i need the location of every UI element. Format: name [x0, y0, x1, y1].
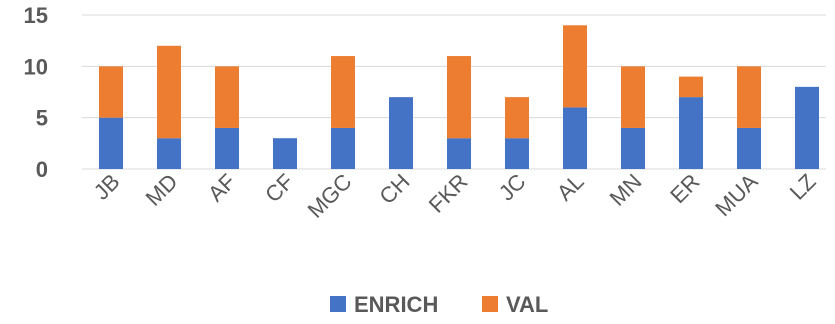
bar-val-er — [679, 76, 703, 98]
y-tick-label: 15 — [24, 3, 48, 28]
bar-val-jb — [99, 66, 123, 118]
bar-val-mn — [621, 66, 645, 128]
bar-enrich-fkr — [447, 138, 471, 169]
legend-label: VAL — [506, 292, 548, 317]
bar-enrich-md — [157, 138, 181, 169]
x-axis-ticks: JB MD AF CF MGC CH FKR JC AL MN ER MUA LZ — [89, 169, 821, 223]
bar-enrich-mua — [737, 127, 761, 169]
x-tick-label: ER — [665, 169, 704, 208]
bar-val-mua — [737, 66, 761, 128]
bar-val-al — [563, 25, 587, 108]
y-axis-ticks: 0 5 10 15 — [24, 3, 48, 182]
bars — [99, 25, 819, 169]
bar-val-fkr — [447, 56, 471, 139]
legend: ENRICH VAL — [330, 292, 548, 317]
bar-enrich-af — [215, 127, 239, 169]
legend-swatch-enrich — [330, 296, 346, 312]
x-tick-label: CH — [374, 169, 414, 209]
x-tick-label: MD — [141, 169, 183, 211]
bar-enrich-lz — [795, 86, 819, 169]
bar-enrich-ch — [389, 97, 413, 169]
y-tick-label: 10 — [24, 54, 48, 79]
bar-enrich-jb — [99, 117, 123, 169]
bar-val-jc — [505, 97, 529, 139]
x-tick-label: MUA — [710, 169, 762, 221]
bar-enrich-mgc — [331, 127, 355, 169]
x-tick-label: CF — [260, 169, 298, 207]
x-tick-label: LZ — [785, 169, 821, 205]
bar-enrich-er — [679, 97, 703, 169]
bar-val-mgc — [331, 56, 355, 128]
x-tick-label: JC — [494, 169, 531, 206]
bar-val-md — [157, 45, 181, 139]
bar-enrich-mn — [621, 127, 645, 169]
legend-label: ENRICH — [354, 292, 438, 317]
legend-swatch-val — [482, 296, 498, 312]
y-tick-label: 0 — [36, 157, 48, 182]
y-tick-label: 5 — [36, 106, 48, 131]
x-tick-label: FKR — [424, 169, 473, 218]
x-tick-label: JB — [89, 169, 125, 205]
bar-enrich-al — [563, 107, 587, 169]
x-tick-label: MGC — [303, 169, 357, 223]
x-tick-label: AL — [552, 169, 589, 206]
bar-enrich-jc — [505, 138, 529, 169]
x-tick-label: MN — [605, 169, 647, 211]
bar-enrich-cf — [273, 138, 297, 169]
x-tick-label: AF — [203, 169, 241, 207]
bar-val-af — [215, 66, 239, 128]
